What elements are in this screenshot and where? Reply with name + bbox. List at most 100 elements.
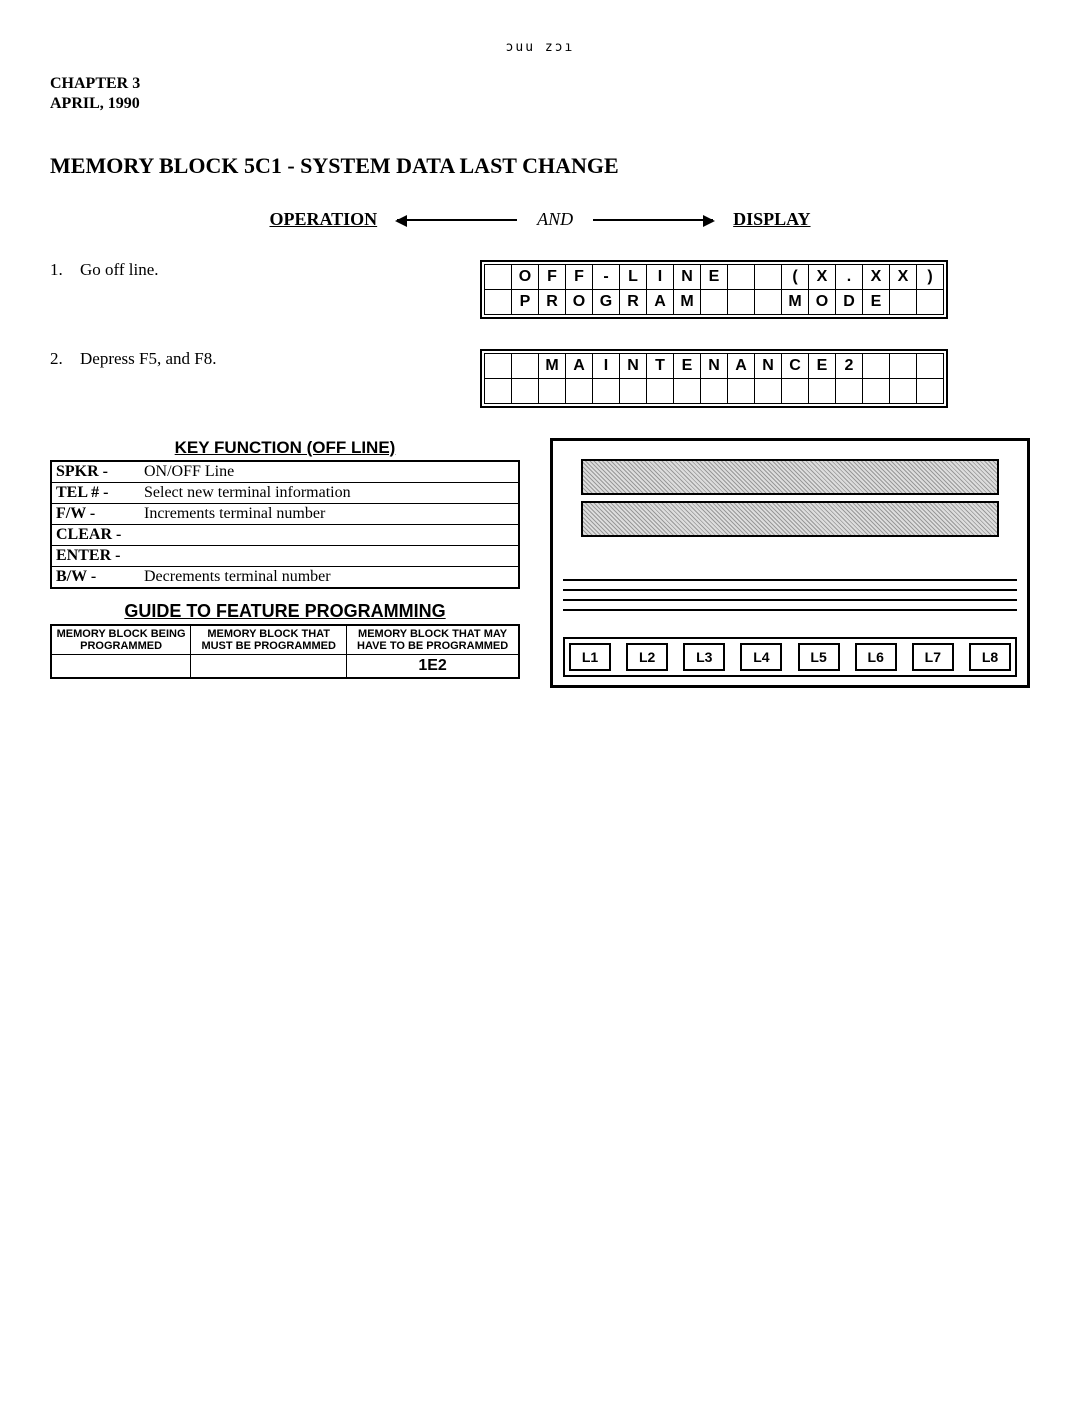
line-button[interactable]: L5	[798, 643, 840, 671]
display-cell: 2	[836, 354, 863, 379]
step-text: Go off line.	[80, 260, 480, 280]
guide-table: MEMORY BLOCK BEING PROGRAMMED MEMORY BLO…	[50, 624, 520, 679]
chapter-label: CHAPTER 3	[50, 75, 1030, 93]
key-label: CLEAR -	[51, 525, 140, 546]
display-cell: E	[674, 354, 701, 379]
display-cell	[593, 379, 620, 404]
display-cell: (	[782, 265, 809, 290]
display-cell	[512, 379, 539, 404]
line-button[interactable]: L4	[740, 643, 782, 671]
key-description: Select new terminal information	[140, 483, 519, 504]
key-function-table: SPKR -ON/OFF LineTEL # -Select new termi…	[50, 460, 520, 589]
display-cell: O	[809, 290, 836, 315]
display-grid: OFF-LINE(X.XX)PROGRAMMODE	[480, 260, 948, 319]
display-cell: X	[809, 265, 836, 290]
display-cell	[701, 379, 728, 404]
display-cell	[917, 379, 944, 404]
display-cell	[728, 379, 755, 404]
terminal-diagram: L1 L2 L3 L4 L5 L6 L7 L8	[550, 438, 1030, 688]
terminal-divider	[563, 589, 1017, 591]
line-buttons-row: L1 L2 L3 L4 L5 L6 L7 L8	[563, 637, 1017, 677]
terminal-screen-line-1	[581, 459, 999, 495]
display-cell: A	[566, 354, 593, 379]
key-label: B/W -	[51, 567, 140, 589]
guide-cell-3: 1E2	[347, 655, 519, 679]
line-button[interactable]: L3	[683, 643, 725, 671]
display-cell: N	[674, 265, 701, 290]
terminal-divider	[563, 609, 1017, 611]
line-button[interactable]: L8	[969, 643, 1011, 671]
display-cell: T	[647, 354, 674, 379]
display-cell: -	[593, 265, 620, 290]
guide-title: GUIDE TO FEATURE PROGRAMMING	[50, 601, 520, 622]
step-text: Depress F5, and F8.	[80, 349, 480, 369]
display-cell: D	[836, 290, 863, 315]
display-cell: M	[539, 354, 566, 379]
display-cell	[782, 379, 809, 404]
display-cell	[701, 290, 728, 315]
display-cell	[755, 379, 782, 404]
display-cell	[890, 290, 917, 315]
guide-cell-1	[51, 655, 191, 679]
display-cell	[755, 290, 782, 315]
display-cell: R	[620, 290, 647, 315]
display-cell: F	[539, 265, 566, 290]
line-button[interactable]: L6	[855, 643, 897, 671]
step-row: 1.Go off line.OFF-LINE(X.XX)PROGRAMMODE	[50, 260, 1030, 319]
display-cell	[539, 379, 566, 404]
display-cell: C	[782, 354, 809, 379]
display-cell: I	[647, 265, 674, 290]
date-label: APRIL, 1990	[50, 95, 1030, 113]
operation-display-header: OPERATION AND DISPLAY	[50, 209, 1030, 230]
key-label: SPKR -	[51, 461, 140, 483]
display-cell: F	[566, 265, 593, 290]
display-label: DISPLAY	[733, 209, 810, 230]
display-cell	[755, 265, 782, 290]
display-cell: X	[890, 265, 917, 290]
arrow-left-icon	[397, 219, 517, 221]
top-code: ɔuu zɔı	[50, 40, 1030, 55]
display-cell	[917, 290, 944, 315]
display-cell: O	[512, 265, 539, 290]
guide-header-3: MEMORY BLOCK THAT MAY HAVE TO BE PROGRAM…	[347, 625, 519, 655]
key-function-title: KEY FUNCTION (OFF LINE)	[50, 438, 520, 458]
display-cell: N	[755, 354, 782, 379]
display-cell	[890, 379, 917, 404]
key-label: ENTER -	[51, 546, 140, 567]
display-cell	[728, 265, 755, 290]
display-cell	[836, 379, 863, 404]
main-title: MEMORY BLOCK 5C1 - SYSTEM DATA LAST CHAN…	[50, 153, 1030, 179]
display-cell	[485, 265, 512, 290]
key-description	[140, 546, 519, 567]
display-cell: L	[620, 265, 647, 290]
display-cell: N	[701, 354, 728, 379]
display-cell	[485, 379, 512, 404]
display-cell: N	[620, 354, 647, 379]
display-cell: E	[809, 354, 836, 379]
line-button[interactable]: L7	[912, 643, 954, 671]
display-cell	[863, 354, 890, 379]
key-label: TEL # -	[51, 483, 140, 504]
display-cell	[485, 290, 512, 315]
step-number: 2.	[50, 349, 80, 369]
display-cell: E	[701, 265, 728, 290]
display-cell: .	[836, 265, 863, 290]
guide-header-1: MEMORY BLOCK BEING PROGRAMMED	[51, 625, 191, 655]
step-row: 2.Depress F5, and F8.MAINTENANCE2	[50, 349, 1030, 408]
display-cell: )	[917, 265, 944, 290]
line-button[interactable]: L2	[626, 643, 668, 671]
display-cell: A	[647, 290, 674, 315]
display-cell: P	[512, 290, 539, 315]
display-cell	[890, 354, 917, 379]
line-button[interactable]: L1	[569, 643, 611, 671]
display-cell	[917, 354, 944, 379]
display-cell: X	[863, 265, 890, 290]
display-cell: M	[674, 290, 701, 315]
display-cell	[566, 379, 593, 404]
guide-cell-2	[191, 655, 347, 679]
display-cell	[647, 379, 674, 404]
guide-header-2: MEMORY BLOCK THAT MUST BE PROGRAMMED	[191, 625, 347, 655]
key-label: F/W -	[51, 504, 140, 525]
display-cell	[620, 379, 647, 404]
terminal-divider	[563, 579, 1017, 581]
